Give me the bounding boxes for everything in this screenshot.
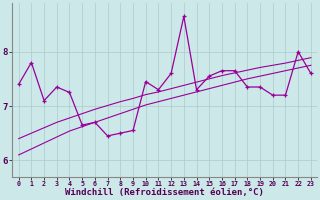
X-axis label: Windchill (Refroidissement éolien,°C): Windchill (Refroidissement éolien,°C) [65,188,264,197]
